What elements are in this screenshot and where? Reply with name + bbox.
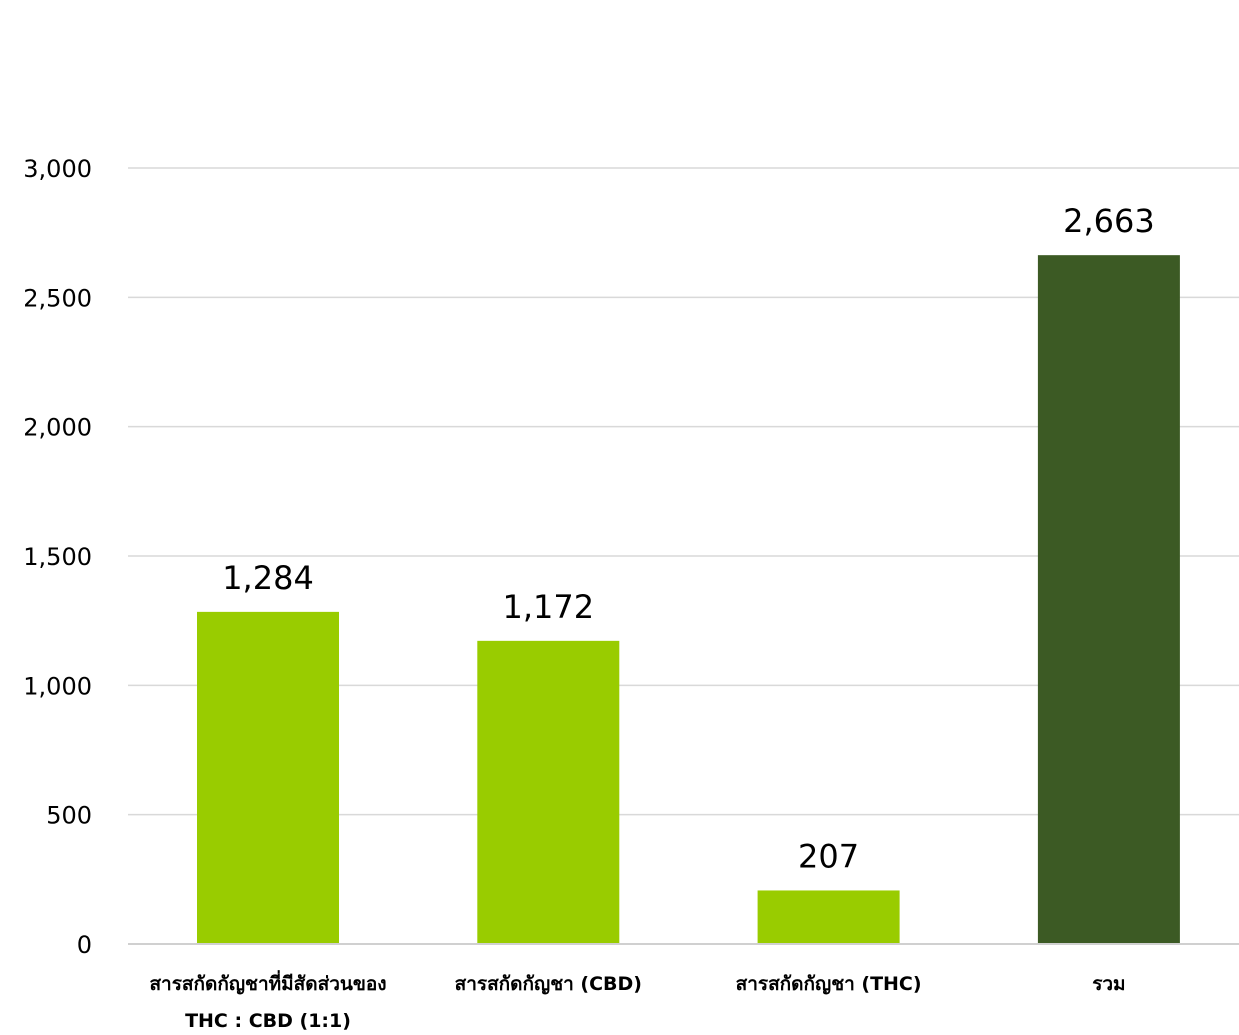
y-tick-label: 2,000 xyxy=(23,414,92,442)
y-tick-label: 500 xyxy=(46,802,92,830)
bar-0 xyxy=(197,611,339,944)
x-tick-label-0-0: สารสกัดกัญชาที่มีสัดส่วนของ xyxy=(149,970,386,995)
bars xyxy=(197,255,1180,945)
y-tick-label: 1,500 xyxy=(23,543,92,571)
data-label-0: 1,284 xyxy=(222,559,314,597)
bar-2 xyxy=(757,890,900,944)
x-tick-label-2-0: สารสกัดกัญชา (THC) xyxy=(736,973,922,995)
x-tick-label-3-0: รวม xyxy=(1092,973,1125,995)
y-tick-label: 0 xyxy=(77,931,92,959)
y-tick-label: 1,000 xyxy=(23,672,92,700)
x-tick-label-1-0: สารสกัดกัญชา (CBD) xyxy=(455,973,642,995)
data-label-3: 2,663 xyxy=(1063,202,1155,240)
y-tick-label: 2,500 xyxy=(23,284,92,312)
data-labels: 1,284 1,172 207 2,663 xyxy=(222,202,1155,875)
y-tick-label: 3,000 xyxy=(23,155,92,183)
data-label-2: 207 xyxy=(798,837,859,875)
y-axis-ticks: 0 500 1,000 1,500 2,000 2,500 3,000 xyxy=(23,155,92,959)
bar-1 xyxy=(477,640,620,944)
bar-3 xyxy=(1037,255,1180,945)
data-label-1: 1,172 xyxy=(502,588,594,626)
x-axis-ticks: สารสกัดกัญชาที่มีสัดส่วนของ THC : CBD (1:… xyxy=(149,970,1125,1032)
x-tick-label-0-1: THC : CBD (1:1) xyxy=(185,1010,351,1031)
